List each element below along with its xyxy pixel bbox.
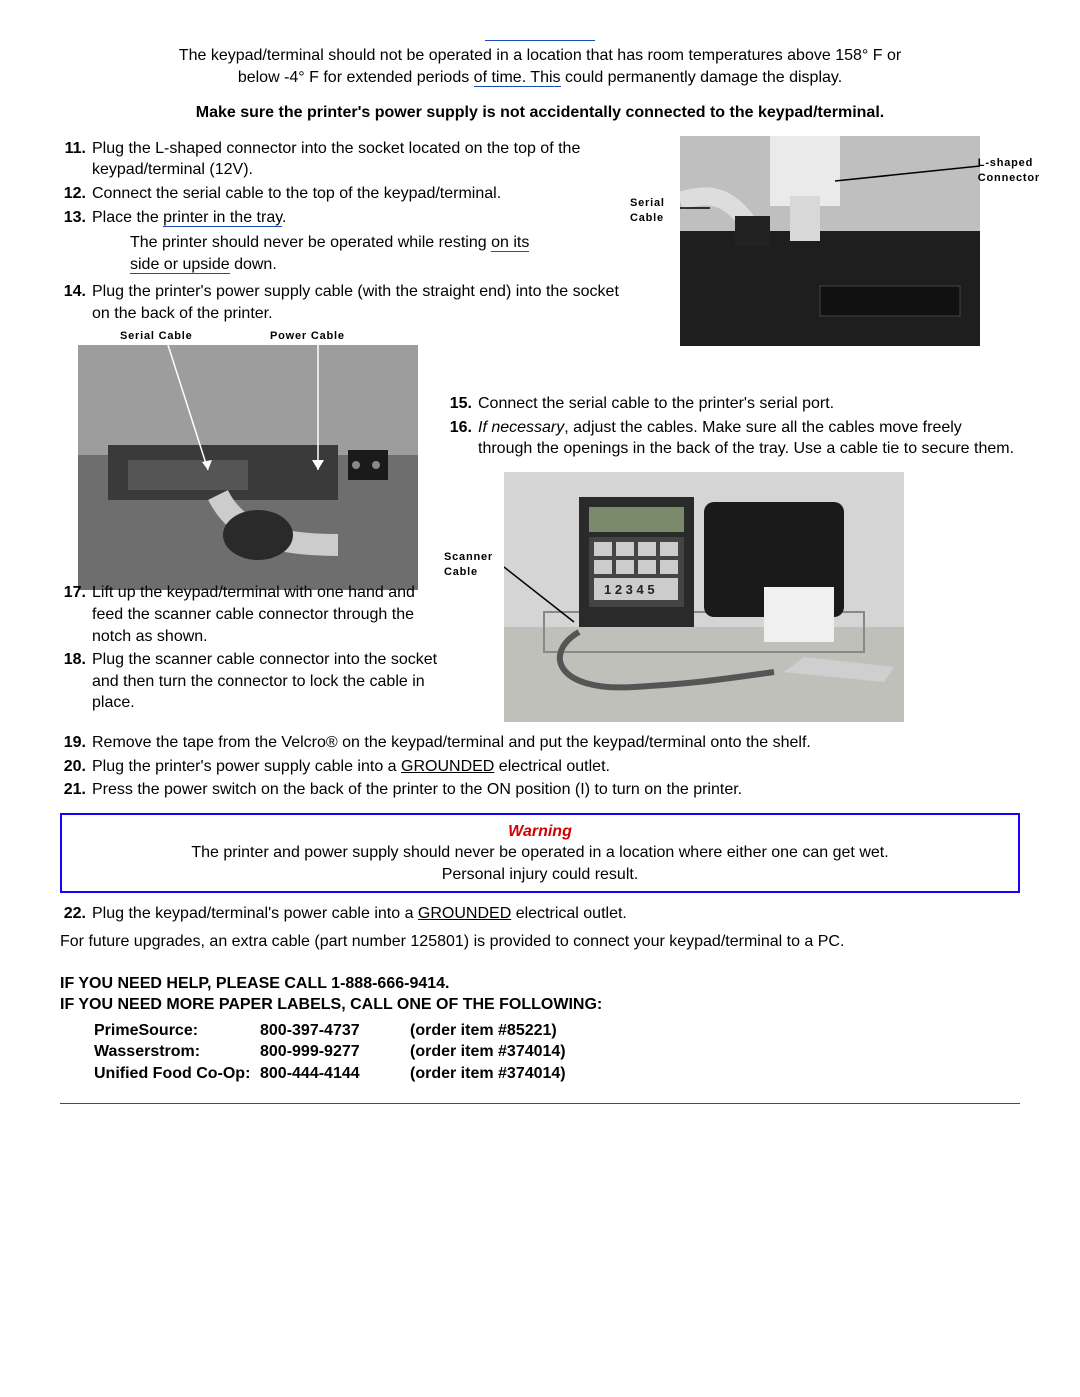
- step-number: 15.: [446, 393, 478, 415]
- warning-line2: Personal injury could result.: [72, 864, 1008, 886]
- label-lshaped-connector: L-shaped Connector: [978, 156, 1040, 186]
- step-22: 22. Plug the keypad/terminal's power cab…: [60, 903, 1020, 925]
- step-number: 11.: [60, 138, 92, 181]
- label-power-cable: Power Cable: [270, 329, 345, 344]
- step-text: Place the printer in the tray.: [92, 207, 632, 229]
- step-13: 13. Place the printer in the tray.: [60, 207, 632, 229]
- step-text: Plug the printer's power supply cable in…: [92, 756, 1020, 778]
- step-19: 19. Remove the tape from the Velcro® on …: [60, 732, 1020, 754]
- section-steps-17-18: 17. Lift up the keypad/terminal with one…: [60, 582, 440, 714]
- step-number: 21.: [60, 779, 92, 801]
- help-block: IF YOU NEED HELP, PLEASE CALL 1-888-666-…: [60, 973, 1020, 1016]
- fig2-labels: Serial Cable Power Cable: [120, 329, 632, 344]
- figure-1-wrapper: Serial Cable L-shaped Connector: [640, 136, 1020, 353]
- supplier-name: PrimeSource:: [60, 1020, 260, 1042]
- step-text: Connect the serial cable to the top of t…: [92, 183, 632, 205]
- bottom-rule: [60, 1103, 1020, 1104]
- step-12: 12. Connect the serial cable to the top …: [60, 183, 632, 205]
- svg-text:1 2 3 4 5: 1 2 3 4 5: [604, 582, 655, 597]
- supplier-phone: 800-397-4737: [260, 1020, 410, 1042]
- step-17: 17. Lift up the keypad/terminal with one…: [60, 582, 440, 647]
- step-text: Connect the serial cable to the printer'…: [478, 393, 1020, 415]
- step-number: 12.: [60, 183, 92, 205]
- step-number: 19.: [60, 732, 92, 754]
- step-text: Plug the keypad/terminal's power cable i…: [92, 903, 1020, 925]
- supplier-order: (order item #374014): [410, 1041, 566, 1063]
- suppliers-list: PrimeSource: 800-397-4737 (order item #8…: [60, 1020, 1020, 1085]
- label-serial-cable-fig1: Serial Cable: [630, 196, 665, 226]
- warning-box: Warning The printer and power supply sho…: [60, 813, 1020, 894]
- help-line-1: IF YOU NEED HELP, PLEASE CALL 1-888-666-…: [60, 973, 1020, 995]
- supplier-name: Unified Food Co-Op:: [60, 1063, 260, 1085]
- step-16: 16. If necessary, adjust the cables. Mak…: [446, 417, 1020, 460]
- step-number: 13.: [60, 207, 92, 229]
- step-number: 14.: [60, 281, 92, 324]
- step-number: 22.: [60, 903, 92, 925]
- step-number: 16.: [446, 417, 478, 460]
- future-upgrades-note: For future upgrades, an extra cable (par…: [60, 931, 1020, 953]
- supplier-order: (order item #85221): [410, 1020, 557, 1042]
- step-21: 21. Press the power switch on the back o…: [60, 779, 1020, 801]
- intro-text-2b: could permanently damage the display.: [561, 69, 843, 86]
- supplier-order: (order item #374014): [410, 1063, 566, 1085]
- supplier-row: Wasserstrom: 800-999-9277 (order item #3…: [60, 1041, 1020, 1063]
- step-number: 20.: [60, 756, 92, 778]
- step-number: 17.: [60, 582, 92, 647]
- decorative-underline-top: [485, 40, 595, 41]
- supplier-row: Unified Food Co-Op: 800-444-4144 (order …: [60, 1063, 1020, 1085]
- figure-3-wrapper: Scanner Cable: [446, 472, 1020, 729]
- supplier-phone: 800-999-9277: [260, 1041, 410, 1063]
- step-text: If necessary, adjust the cables. Make su…: [478, 417, 1020, 460]
- supplier-name: Wasserstrom:: [60, 1041, 260, 1063]
- warning-line1: The printer and power supply should neve…: [72, 842, 1008, 864]
- step-20: 20. Plug the printer's power supply cabl…: [60, 756, 1020, 778]
- figure-1: [680, 136, 1020, 353]
- step-text: Lift up the keypad/terminal with one han…: [92, 582, 440, 647]
- help-line-2: IF YOU NEED MORE PAPER LABELS, CALL ONE …: [60, 994, 1020, 1016]
- step-13-note: The printer should never be operated whi…: [130, 232, 540, 275]
- intro-paragraph: The keypad/terminal should not be operat…: [60, 45, 1020, 98]
- supplier-phone: 800-444-4144: [260, 1063, 410, 1085]
- intro-text: The keypad/terminal should not be operat…: [179, 47, 901, 64]
- step-14: 14. Plug the printer's power supply cabl…: [60, 281, 632, 324]
- step-number: 18.: [60, 649, 92, 714]
- figure-3: 1 2 3 4 5: [504, 472, 1020, 729]
- bold-warning-line: Make sure the printer's power supply is …: [60, 102, 1020, 124]
- label-serial-cable: Serial Cable: [120, 329, 270, 344]
- step-text: Press the power switch on the back of th…: [92, 779, 1020, 801]
- step-18: 18. Plug the scanner cable connector int…: [60, 649, 440, 714]
- intro-underlined: of time. This: [474, 69, 561, 87]
- intro-text-2a: below -4° F for extended periods: [238, 69, 474, 86]
- step-text: Plug the L-shaped connector into the soc…: [92, 138, 632, 181]
- step-text: Plug the printer's power supply cable (w…: [92, 281, 632, 324]
- label-scanner-cable: Scanner Cable: [444, 550, 493, 580]
- step-text: Remove the tape from the Velcro® on the …: [92, 732, 1020, 754]
- step-text: Plug the scanner cable connector into th…: [92, 649, 440, 714]
- step-11: 11. Plug the L-shaped connector into the…: [60, 138, 632, 181]
- step-15: 15. Connect the serial cable to the prin…: [446, 393, 1020, 415]
- supplier-row: PrimeSource: 800-397-4737 (order item #8…: [60, 1020, 1020, 1042]
- warning-title: Warning: [72, 821, 1008, 843]
